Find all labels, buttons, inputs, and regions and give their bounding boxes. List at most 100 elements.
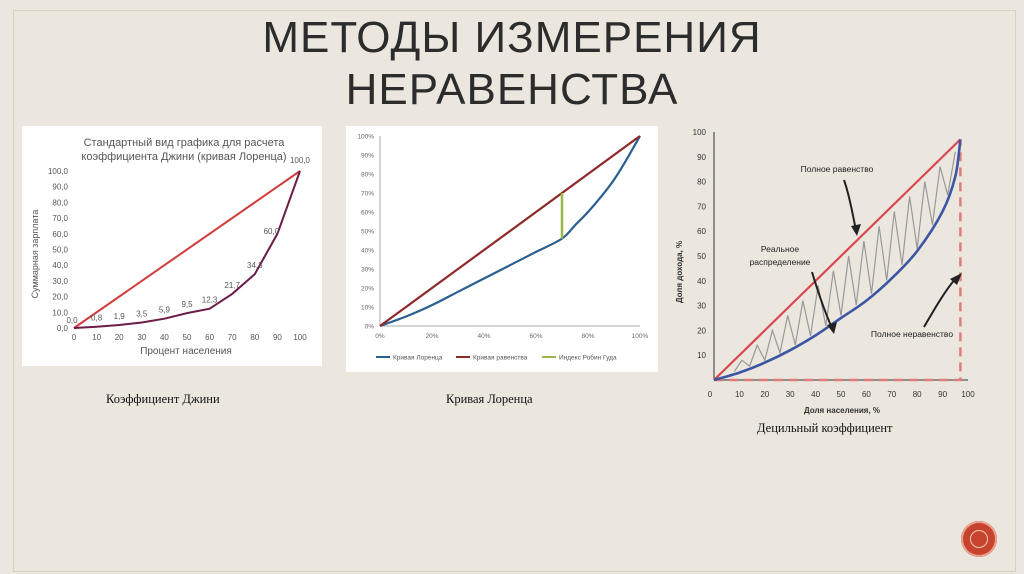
x-tick-label: 80 xyxy=(913,390,922,399)
x-tick-label: 70 xyxy=(228,333,237,342)
data-label: 0,0 xyxy=(66,316,78,325)
y-tick-label: 30,0 xyxy=(52,277,68,286)
y-tick-label: 20,0 xyxy=(52,293,68,302)
data-label: 12,3 xyxy=(202,296,218,305)
y-tick-label: 90,0 xyxy=(52,183,68,192)
y-tick-label: 90 xyxy=(697,153,706,162)
x-axis-label: Процент населения xyxy=(140,346,232,357)
slide-title: Методы измерения неравенства xyxy=(0,12,1024,116)
x-axis-label: Доля населения, % xyxy=(804,406,880,415)
y-tick-label: 20% xyxy=(361,286,374,293)
x-tick-label: 20 xyxy=(760,390,769,399)
y-tick-label: 10% xyxy=(361,305,374,312)
x-tick-label: 80% xyxy=(581,333,594,340)
x-tick-label: 60 xyxy=(862,390,871,399)
annotation-real-distribution-line-1: Реальное xyxy=(761,244,800,254)
y-tick-label: 80% xyxy=(361,172,374,179)
x-tick-label: 10 xyxy=(735,390,744,399)
y-tick-label: 0% xyxy=(365,324,375,331)
data-label: 34,3 xyxy=(247,261,263,270)
annotation-real-distribution-line-2: распределение xyxy=(750,257,811,267)
decile-chart-panel: Доля дохода, % Доля населения, % 10 20 30 4… xyxy=(672,122,988,424)
x-tick-label: 90 xyxy=(273,333,282,342)
equality-line xyxy=(379,135,641,327)
gini-chart: Стандартный вид графика для расчета коэф… xyxy=(30,137,311,357)
y-tick-label: 30 xyxy=(697,302,706,311)
y-tick-label: 40,0 xyxy=(52,261,68,270)
y-tick-label: 100 xyxy=(693,128,707,137)
y-tick-label: 100,0 xyxy=(48,167,69,176)
arrow-icon xyxy=(950,273,962,285)
x-tick-label: 100% xyxy=(632,333,649,340)
equality-line xyxy=(73,170,301,329)
legend-label: Индекс Робин Гуда xyxy=(559,354,617,362)
y-tick-label: 20 xyxy=(697,326,706,335)
x-tick-label: 80 xyxy=(250,333,259,342)
lorenz-line xyxy=(73,170,301,329)
y-tick-label: 70,0 xyxy=(52,214,68,223)
arrow-icon xyxy=(843,179,857,231)
data-label: 100,0 xyxy=(290,156,311,165)
x-tick-label: 30 xyxy=(786,390,795,399)
x-tick-label: 0% xyxy=(375,333,385,340)
arrow-icon xyxy=(827,322,837,334)
x-tick-label: 20% xyxy=(425,333,438,340)
data-label: 9,5 xyxy=(181,300,193,309)
data-label: 21,7 xyxy=(224,281,240,290)
data-label: 5,9 xyxy=(159,306,171,315)
legend-label: Кривая равенства xyxy=(473,355,528,362)
y-tick-label: 40% xyxy=(361,248,374,255)
caption-lorenz: Кривая Лоренца xyxy=(446,392,533,406)
x-tick-label: 30 xyxy=(137,333,146,342)
x-tick-label: 60 xyxy=(205,333,214,342)
x-tick-label: 50 xyxy=(837,390,846,399)
y-tick-label: 50% xyxy=(361,229,374,236)
x-tick-label: 10 xyxy=(92,333,101,342)
x-tick-label: 50 xyxy=(183,333,192,342)
y-tick-label: 70% xyxy=(361,191,374,198)
y-tick-label: 90% xyxy=(361,153,374,160)
y-tick-label: 70 xyxy=(697,202,706,211)
gini-chart-panel: Стандартный вид графика для расчета коэф… xyxy=(22,126,322,366)
y-tick-label: 100% xyxy=(357,134,374,141)
annotation-perfect-inequality: Полное неравенство xyxy=(871,329,953,339)
y-tick-label: 60% xyxy=(361,210,374,217)
x-tick-label: 90 xyxy=(938,390,947,399)
x-tick-label: 0 xyxy=(72,333,77,342)
x-tick-label: 100 xyxy=(961,390,975,399)
y-tick-label: 10,0 xyxy=(52,308,68,317)
y-tick-label: 30% xyxy=(361,267,374,274)
data-label: 0,8 xyxy=(91,314,103,323)
lorenz-chart: 0% 10% 20% 30% 40% 50% 60% 70% 80% 90% 100% 0% 20% 40… xyxy=(357,134,649,362)
x-tick-label: 40% xyxy=(477,333,490,340)
x-tick-label: 40 xyxy=(811,390,820,399)
y-tick-label: 0,0 xyxy=(57,324,69,333)
y-tick-label: 80,0 xyxy=(52,198,68,207)
x-tick-label: 0 xyxy=(708,390,713,399)
annotation-perfect-equality: Полное равенство xyxy=(801,164,874,174)
y-axis-label: Доля дохода, % xyxy=(675,241,684,303)
x-tick-label: 40 xyxy=(160,333,169,342)
x-tick-label: 70 xyxy=(887,390,896,399)
title-line-2: неравенства xyxy=(345,65,679,114)
next-slide-button[interactable] xyxy=(961,521,997,557)
y-tick-label: 80 xyxy=(697,178,706,187)
x-tick-label: 60% xyxy=(529,333,542,340)
perfect-inequality-line xyxy=(714,139,962,382)
chart-title-line-2: коэффициента Джини (кривая Лоренца) xyxy=(81,151,286,163)
caption-gini: Коэффициент Джини xyxy=(106,392,220,406)
data-label: 1,9 xyxy=(114,312,126,321)
data-label: 3,5 xyxy=(136,310,148,319)
caption-decile: Децильный коэффициент xyxy=(757,421,893,435)
data-label: 60,0 xyxy=(264,227,280,236)
slide-frame xyxy=(13,10,1016,572)
y-tick-label: 50,0 xyxy=(52,246,68,255)
x-tick-label: 20 xyxy=(115,333,124,342)
lorenz-curve xyxy=(379,135,641,328)
legend-label: Кривая Лоренца xyxy=(393,355,443,362)
distribution-zigzag xyxy=(733,151,956,372)
lorenz-chart-panel: 0% 10% 20% 30% 40% 50% 60% 70% 80% 90% 100% 0% 20% 40… xyxy=(346,126,658,372)
y-tick-label: 50 xyxy=(697,252,706,261)
x-tick-label: 100 xyxy=(293,333,307,342)
decile-chart: Доля дохода, % Доля населения, % 10 20 30 4… xyxy=(675,128,975,415)
